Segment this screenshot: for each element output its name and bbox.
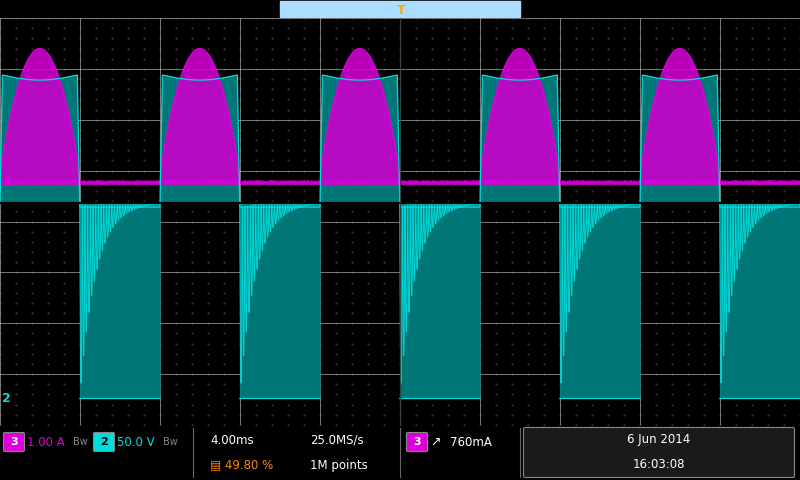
FancyBboxPatch shape	[94, 432, 114, 452]
Text: 3: 3	[10, 437, 18, 447]
Text: 2: 2	[100, 437, 108, 447]
FancyBboxPatch shape	[523, 428, 794, 478]
Text: 1.00 A: 1.00 A	[27, 435, 65, 448]
Text: ↗: ↗	[430, 435, 441, 448]
Text: Bw: Bw	[73, 437, 88, 447]
Text: 3: 3	[413, 437, 421, 447]
Bar	[280, 1, 520, 17]
FancyBboxPatch shape	[3, 432, 25, 452]
Text: 3: 3	[2, 176, 11, 189]
Text: ▤ 49.80 %: ▤ 49.80 %	[210, 458, 274, 471]
Text: 50.0 V: 50.0 V	[117, 435, 154, 448]
Text: Bw: Bw	[163, 437, 178, 447]
FancyBboxPatch shape	[406, 432, 427, 452]
Text: 1M points: 1M points	[310, 458, 368, 471]
Text: 4.00ms: 4.00ms	[210, 433, 254, 446]
Text: 2: 2	[2, 392, 11, 405]
Text: 16:03:08: 16:03:08	[633, 458, 686, 471]
Text: Stop: Stop	[38, 2, 74, 16]
Text: T: T	[397, 4, 405, 17]
Text: 760mA: 760mA	[450, 435, 492, 448]
Text: 6 Jun 2014: 6 Jun 2014	[627, 433, 690, 446]
Text: Tek: Tek	[5, 2, 31, 16]
Text: 25.0MS/s: 25.0MS/s	[310, 433, 364, 446]
